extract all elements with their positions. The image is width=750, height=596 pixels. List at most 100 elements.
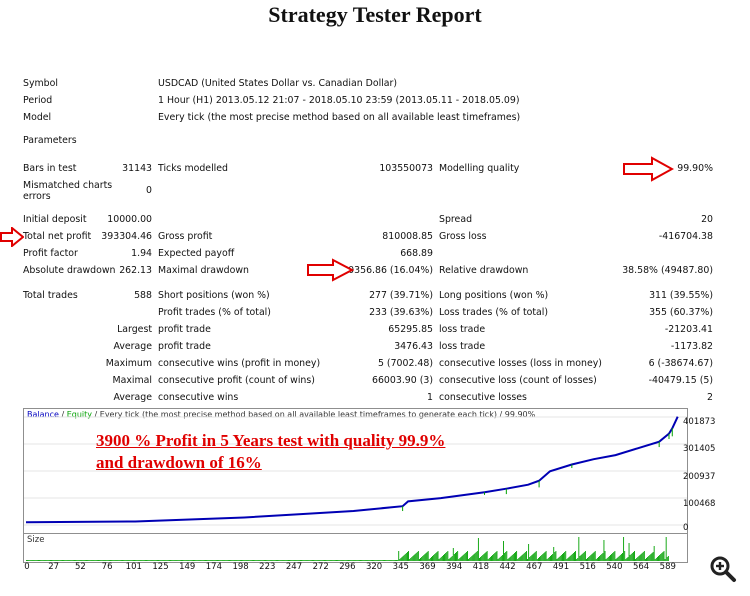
size-bar: [648, 556, 650, 561]
size-bar: [316, 560, 318, 561]
size-bar: [617, 557, 619, 561]
size-bar: [517, 559, 519, 561]
size-bar: [197, 560, 199, 561]
size-bar: [524, 552, 526, 561]
size-bar: [610, 555, 611, 561]
size-bar: [282, 560, 284, 561]
size-bar: [54, 560, 56, 561]
size-bar: [606, 558, 608, 561]
size-bar: [317, 560, 319, 561]
size-bar: [288, 560, 289, 561]
balance-line: [25, 416, 679, 524]
size-bar: [531, 555, 533, 561]
size-bar: [171, 560, 173, 561]
size-bar: [94, 560, 96, 561]
size-bar: [565, 551, 567, 561]
size-bar: [634, 551, 635, 561]
size-bar: [506, 551, 508, 561]
size-bar: [56, 560, 58, 561]
zoom-in-icon[interactable]: [709, 555, 737, 583]
size-bar: [167, 560, 169, 561]
size-bar: [117, 560, 119, 561]
size-bar: [578, 537, 580, 561]
size-bar: [598, 557, 599, 561]
size-bar: [637, 557, 639, 561]
size-bar: [191, 560, 193, 561]
size-bar: [409, 559, 411, 561]
mcl-label: consecutive losses (loss in money): [439, 358, 602, 369]
size-bar: [174, 560, 176, 561]
x-tick-label: 272: [312, 562, 329, 572]
size-bar: [163, 560, 165, 561]
size-bar: [176, 560, 178, 561]
size-bar: [381, 560, 383, 561]
size-bar: [270, 560, 272, 561]
grossloss-value: -416704.38: [658, 231, 713, 242]
size-bar: [158, 560, 159, 561]
payoff-label: Expected payoff: [158, 248, 235, 259]
size-bar: [274, 560, 276, 561]
size-bar: [42, 560, 44, 561]
size-bar: [515, 552, 516, 561]
size-bar: [198, 560, 200, 561]
balance-chart: Balance / Equity / Every tick (the most …: [23, 408, 688, 534]
size-bar: [137, 560, 139, 561]
size-bar: [289, 560, 290, 561]
size-bar: [116, 560, 118, 561]
size-bar: [329, 560, 331, 561]
x-tick-label: 369: [419, 562, 436, 572]
size-bar: [292, 560, 294, 561]
x-tick-label: 223: [259, 562, 276, 572]
size-bar: [242, 560, 244, 561]
size-bar: [314, 560, 316, 561]
arrow-icon-netprofit: [0, 227, 24, 247]
size-bar: [456, 552, 458, 561]
size-bar: [662, 552, 664, 561]
size-bar: [512, 554, 514, 561]
size-bar: [484, 553, 486, 561]
size-bar: [643, 551, 645, 561]
size-bar: [196, 560, 198, 561]
size-bar: [646, 558, 647, 561]
x-tick-label: 442: [499, 562, 516, 572]
size-bar: [301, 560, 302, 561]
size-bar: [545, 551, 547, 561]
size-bar: [457, 551, 459, 561]
size-bar: [86, 560, 87, 561]
y-tick-label: 0: [683, 523, 689, 533]
size-bar: [599, 556, 601, 561]
x-tick-label: 394: [446, 562, 463, 572]
size-bar: [257, 560, 259, 561]
size-bar: [346, 560, 348, 561]
size-bar: [451, 556, 453, 561]
size-bar: [291, 560, 293, 561]
size-bar: [159, 560, 161, 561]
size-bar: [469, 558, 471, 561]
size-bar: [389, 560, 391, 561]
size-bar: [246, 560, 248, 561]
size-panel: Size: [23, 533, 688, 563]
arrow-icon-quality: [623, 156, 674, 182]
size-bar: [404, 554, 406, 561]
ltrades-label: Loss trades (% of total): [439, 307, 549, 318]
size-bar: [131, 560, 133, 561]
llt-value: -21203.41: [664, 324, 713, 335]
size-bar: [302, 560, 304, 561]
size-bar: [68, 560, 70, 561]
size-bar: [129, 560, 131, 561]
size-bar: [43, 560, 45, 561]
size-bar: [285, 560, 287, 561]
size-bar: [46, 560, 48, 561]
size-bar: [169, 560, 170, 561]
size-bar: [377, 560, 379, 561]
size-bar: [369, 560, 371, 561]
size-bar: [345, 560, 347, 561]
size-bar: [364, 560, 366, 561]
size-bar: [511, 555, 513, 561]
size-bar: [271, 560, 273, 561]
size-bar: [218, 560, 220, 561]
size-bar: [401, 557, 403, 561]
size-bar: [83, 560, 85, 561]
size-bar: [217, 560, 218, 561]
size-bar: [419, 559, 420, 561]
